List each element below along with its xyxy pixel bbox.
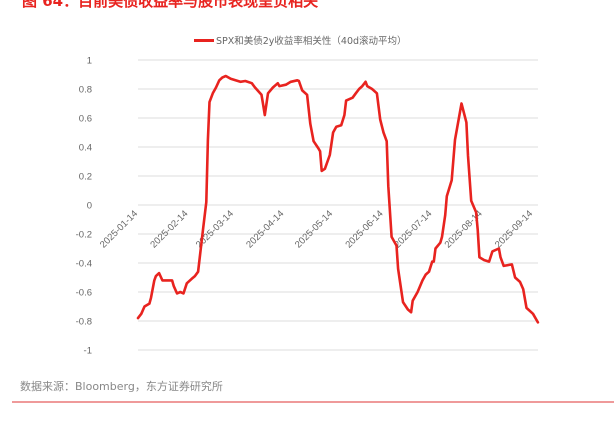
y-tick-label: -0.8 [76,317,92,328]
x-tick-label: 2025-05-14 [293,208,335,250]
y-tick-label: 0.8 [79,85,92,96]
y-tick-label: 1 [87,56,92,67]
x-tick-label: 2025-06-14 [343,208,385,250]
legend-label: SPX和美债2y收益率相关性（40d滚动平均） [216,36,407,47]
x-tick-label: 2025-02-14 [148,208,190,250]
figure-title: 图 64：目前美债收益率与股市表现呈负相关 [22,0,319,10]
data-source: 数据来源：Bloomberg，东方证券研究所 [20,380,223,393]
gridlines [138,59,538,351]
y-tick-label: -0.6 [76,288,92,299]
legend: SPX和美债2y收益率相关性（40d滚动平均） [194,33,407,47]
y-tick-label: -0.4 [76,259,92,270]
x-tick-label: 2025-07-14 [392,208,434,250]
series-line [136,74,540,324]
y-axis-ticks: 1 0.8 0.6 0.4 0.2 0 -0.2 -0.4 -0.6 -0.8 -1 [76,56,92,357]
y-tick-label: 0 [87,201,92,212]
x-tick-label: 2025-09-14 [493,208,535,250]
y-tick-label: -0.2 [76,230,92,241]
legend-swatch [194,38,214,42]
x-tick-label: 2025-04-14 [244,208,286,250]
x-axis-ticks: 2025-01-14 2025-02-14 2025-03-14 2025-04-14… [98,208,535,250]
y-tick-label: 0.4 [79,143,92,154]
x-tick-label: 2025-01-14 [98,208,140,250]
series-lines [136,74,540,324]
divider [12,401,614,403]
y-tick-label: -1 [84,346,92,357]
y-tick-label: 0.2 [79,172,92,183]
y-tick-label: 0.6 [79,114,92,125]
